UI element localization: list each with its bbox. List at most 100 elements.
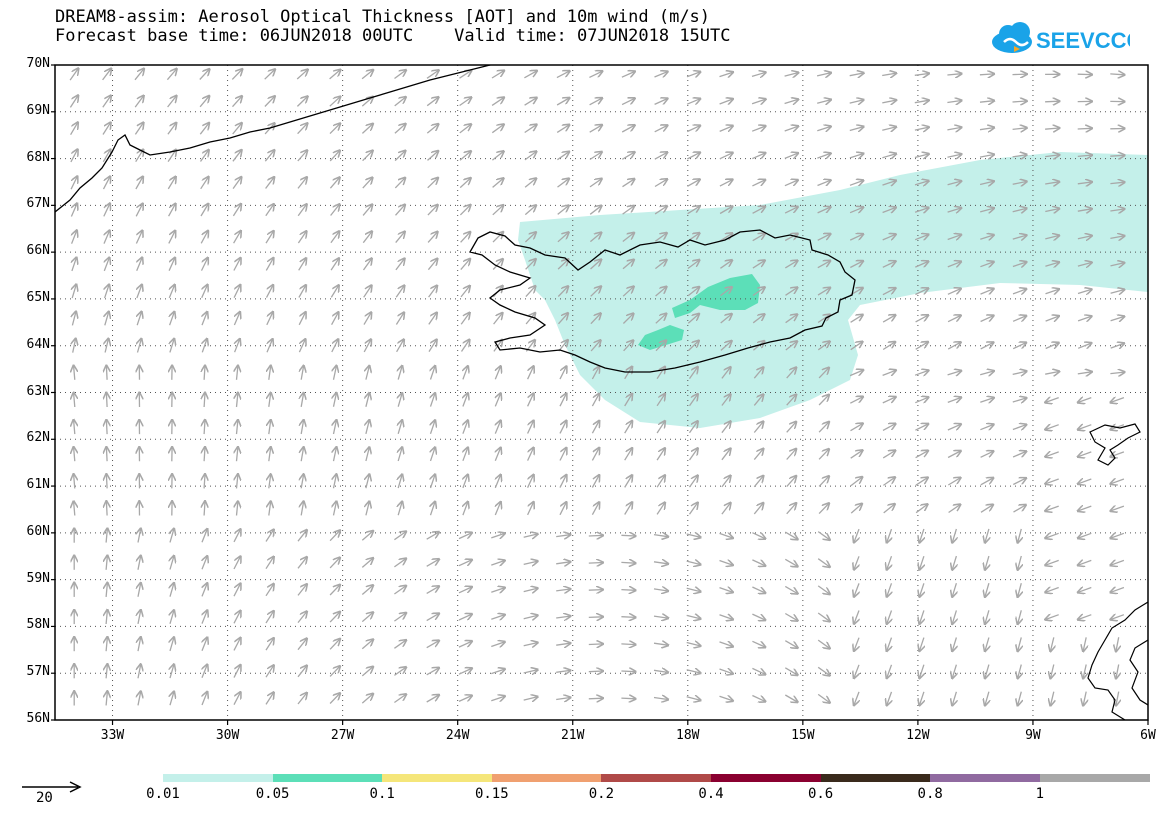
wind-arrow bbox=[361, 585, 373, 595]
lon-label: 18W bbox=[676, 728, 700, 743]
wind-arrow bbox=[784, 153, 798, 158]
wind-arrow bbox=[202, 556, 207, 570]
wind-arrow bbox=[394, 124, 406, 134]
wind-arrow bbox=[979, 74, 994, 75]
wind-arrow bbox=[202, 312, 207, 326]
wind-arrow bbox=[588, 563, 603, 564]
wind-arrow bbox=[168, 204, 176, 217]
wind-arrow bbox=[817, 207, 831, 214]
wind-arrow bbox=[751, 99, 765, 104]
lon-label: 30W bbox=[215, 728, 240, 743]
wind-arrow bbox=[1110, 182, 1124, 183]
wind-arrow bbox=[882, 315, 895, 323]
wind-arrow bbox=[753, 422, 763, 433]
wind-arrow bbox=[915, 424, 928, 431]
wind-arrow bbox=[237, 502, 238, 516]
colorbar-segment bbox=[1039, 774, 1150, 782]
lat-label: 60N bbox=[26, 523, 50, 539]
colorbar-segment bbox=[711, 774, 822, 782]
wind-arrow bbox=[202, 611, 207, 624]
wind-arrow bbox=[688, 367, 698, 379]
colorbar-label: 0.1 bbox=[369, 786, 395, 802]
wind-arrow bbox=[297, 612, 307, 624]
wind-arrow bbox=[1077, 236, 1092, 239]
wind-arrow bbox=[719, 126, 733, 131]
wind-arrow bbox=[817, 100, 831, 104]
wind-arrow bbox=[719, 561, 733, 566]
wind-arrow bbox=[398, 502, 402, 516]
wind-arrow bbox=[237, 366, 238, 380]
wind-arrow bbox=[656, 476, 665, 488]
wind-arrow bbox=[361, 531, 373, 541]
wind-arrow bbox=[686, 697, 701, 700]
wind-arrow bbox=[366, 420, 369, 435]
wind-arrow bbox=[168, 258, 175, 271]
wind-arrow bbox=[719, 696, 733, 701]
wind-arrow bbox=[557, 179, 569, 188]
wind-arrow bbox=[849, 370, 863, 376]
wind-arrow bbox=[106, 583, 107, 597]
wind-arrow bbox=[1111, 560, 1125, 565]
wind-arrow bbox=[985, 583, 989, 597]
wind-arrow bbox=[265, 638, 274, 651]
wind-arrow bbox=[106, 692, 107, 706]
wind-arrow bbox=[491, 151, 503, 161]
wind-arrow bbox=[233, 285, 240, 298]
wind-arrow bbox=[135, 177, 143, 190]
wind-arrow bbox=[458, 533, 472, 540]
wind-arrow bbox=[952, 664, 956, 678]
wind-arrow bbox=[202, 583, 207, 597]
wind-arrow bbox=[298, 312, 305, 326]
wind-arrow bbox=[688, 421, 698, 434]
wind-arrow bbox=[1110, 155, 1124, 156]
wind-arrow bbox=[1018, 691, 1022, 706]
wind-arrow bbox=[1045, 343, 1059, 350]
wind-arrow bbox=[426, 614, 439, 622]
wind-arrow bbox=[398, 420, 402, 434]
lon-label: 24W bbox=[445, 728, 470, 743]
wind-arrow bbox=[102, 177, 111, 190]
wind-arrow bbox=[524, 232, 535, 243]
wind-arrow bbox=[588, 671, 603, 672]
wind-arrow bbox=[200, 177, 209, 190]
wind-arrow bbox=[1045, 372, 1059, 375]
wind-arrow bbox=[786, 368, 796, 379]
wind-arrow bbox=[914, 371, 928, 376]
wind-arrow bbox=[752, 207, 765, 214]
wind-arrow bbox=[167, 150, 176, 162]
wind-arrow bbox=[366, 393, 369, 407]
wind-arrow bbox=[459, 124, 471, 134]
wind-arrow bbox=[170, 665, 174, 679]
axis-ticks bbox=[51, 64, 1149, 725]
lat-label: 59N bbox=[26, 570, 50, 586]
wind-arrow bbox=[265, 584, 274, 597]
wind-arrow bbox=[361, 694, 373, 704]
wind-arrow bbox=[1077, 155, 1092, 156]
wind-arrow bbox=[427, 205, 438, 216]
wind-arrow bbox=[363, 313, 371, 325]
wind-arrow bbox=[1077, 289, 1091, 293]
wind-arrow bbox=[1046, 560, 1059, 565]
wind-arrow bbox=[495, 502, 500, 516]
wind-arrow bbox=[234, 312, 240, 326]
wind-arrow bbox=[947, 342, 960, 350]
wind-arrow bbox=[426, 668, 439, 676]
wind-arrow bbox=[493, 313, 503, 325]
wind-arrow bbox=[72, 231, 77, 244]
wind-arrow bbox=[170, 610, 174, 624]
wind-arrow bbox=[980, 505, 993, 513]
lat-label: 56N bbox=[26, 711, 50, 726]
wind-arrow bbox=[979, 181, 994, 184]
wind-arrow bbox=[751, 72, 765, 76]
wind-arrow bbox=[1045, 289, 1059, 294]
lat-label: 66N bbox=[26, 243, 50, 259]
wind-arrow bbox=[753, 476, 763, 488]
wind-arrow bbox=[556, 589, 570, 591]
wind-arrow bbox=[719, 180, 732, 187]
wind-arrow bbox=[394, 640, 406, 649]
iceland-coastline bbox=[469, 229, 856, 373]
wind-arrow bbox=[1078, 560, 1092, 565]
wind-vectors bbox=[69, 69, 1125, 706]
lon-label: 6W bbox=[1140, 728, 1156, 743]
wind-arrow bbox=[589, 71, 602, 78]
